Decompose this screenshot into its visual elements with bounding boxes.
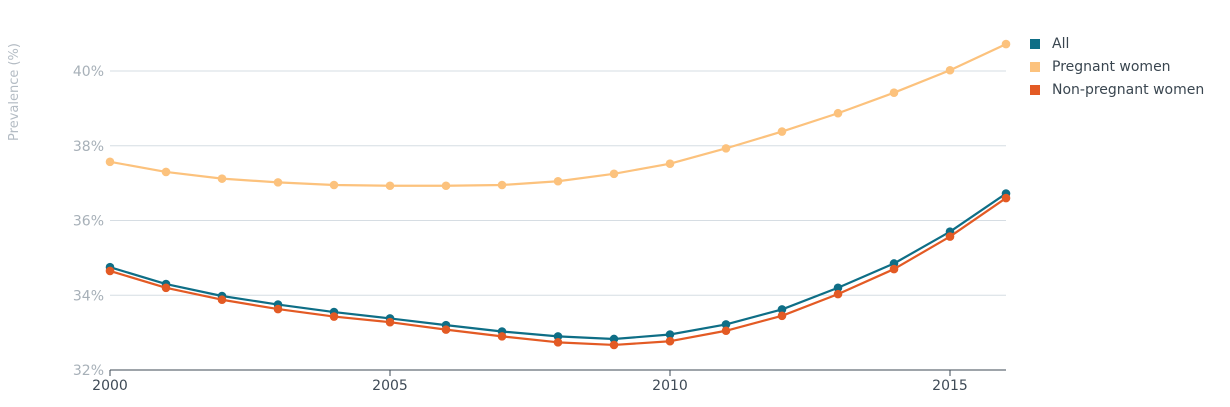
data-point-pregnant-women[interactable]	[833, 108, 843, 118]
y-tick-label: 38%	[73, 139, 104, 155]
legend-item-all[interactable]: All	[1030, 32, 1204, 55]
legend-swatch	[1030, 38, 1040, 49]
data-point-non-pregnant-women[interactable]	[1001, 193, 1011, 203]
data-point-non-pregnant-women[interactable]	[441, 325, 451, 334]
data-point-pregnant-women[interactable]	[721, 144, 731, 153]
legend-label: Pregnant women	[1052, 58, 1171, 75]
data-point-non-pregnant-women[interactable]	[161, 283, 171, 293]
data-point-pregnant-women[interactable]	[385, 181, 395, 191]
data-point-pregnant-women[interactable]	[441, 181, 451, 191]
data-point-non-pregnant-women[interactable]	[945, 232, 955, 241]
y-axis-title: Prevalence (%)	[7, 43, 22, 141]
data-point-pregnant-women[interactable]	[665, 159, 675, 168]
data-point-pregnant-women[interactable]	[497, 180, 507, 190]
legend-item-pregnant-women[interactable]: Pregnant women	[1030, 55, 1204, 78]
series-line-pregnant-women	[108, 42, 1008, 187]
data-point-non-pregnant-women[interactable]	[833, 289, 843, 299]
legend-item-non-pregnant-women[interactable]: Non-pregnant women	[1030, 78, 1204, 101]
legend-swatch	[1030, 61, 1040, 72]
data-point-pregnant-women[interactable]	[945, 65, 955, 75]
data-point-pregnant-women[interactable]	[105, 157, 115, 167]
data-point-non-pregnant-women[interactable]	[665, 336, 675, 346]
data-point-pregnant-women[interactable]	[553, 176, 563, 186]
y-tick-label: 32%	[73, 363, 104, 379]
legend-swatch	[1030, 84, 1040, 95]
legend: All Pregnant women Non-pregnant women	[1030, 32, 1204, 101]
data-point-pregnant-women[interactable]	[889, 88, 899, 97]
data-point-non-pregnant-women[interactable]	[217, 295, 227, 305]
x-tick-label: 2010	[652, 378, 688, 394]
x-tick-label: 2000	[92, 378, 128, 394]
legend-label: All	[1052, 35, 1070, 52]
data-point-non-pregnant-women[interactable]	[329, 312, 339, 321]
data-point-non-pregnant-women[interactable]	[497, 332, 507, 341]
y-tick-label: 34%	[73, 288, 104, 304]
data-point-pregnant-women[interactable]	[273, 178, 283, 187]
data-point-non-pregnant-women[interactable]	[553, 338, 563, 347]
data-point-all[interactable]	[833, 283, 843, 293]
data-point-non-pregnant-women[interactable]	[273, 304, 283, 314]
data-point-all[interactable]	[553, 332, 563, 341]
x-tick-label: 2015	[932, 378, 968, 394]
legend-label: Non-pregnant women	[1052, 81, 1205, 98]
y-tick-label: 36%	[73, 214, 104, 230]
data-point-non-pregnant-women[interactable]	[609, 340, 619, 350]
data-point-non-pregnant-women[interactable]	[105, 266, 115, 276]
data-point-all[interactable]	[609, 334, 619, 344]
data-point-all[interactable]	[777, 305, 787, 314]
x-tick-label: 2005	[372, 378, 408, 394]
data-point-pregnant-women[interactable]	[161, 167, 171, 177]
data-point-non-pregnant-women[interactable]	[385, 317, 395, 327]
y-tick-label: 40%	[73, 64, 104, 80]
data-point-non-pregnant-women[interactable]	[889, 264, 899, 274]
series-line-all	[108, 192, 1008, 341]
data-point-all[interactable]	[721, 320, 731, 329]
data-point-pregnant-women[interactable]	[217, 174, 227, 183]
data-point-pregnant-women[interactable]	[609, 169, 619, 179]
data-point-pregnant-women[interactable]	[1001, 39, 1011, 49]
data-point-pregnant-women[interactable]	[777, 127, 787, 136]
data-point-non-pregnant-women[interactable]	[777, 311, 787, 321]
data-point-pregnant-women[interactable]	[329, 180, 339, 190]
data-point-all[interactable]	[665, 330, 675, 339]
data-point-non-pregnant-women[interactable]	[721, 326, 731, 336]
